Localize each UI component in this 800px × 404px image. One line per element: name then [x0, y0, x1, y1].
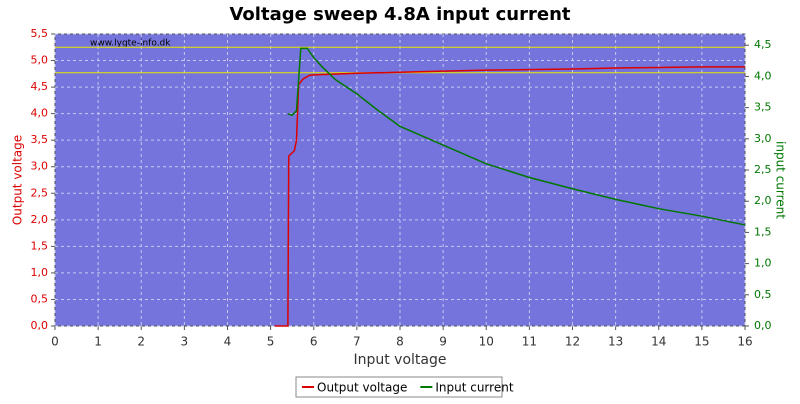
x-tick-label: 2	[137, 335, 145, 349]
y2-tick-label: 2,0	[754, 194, 772, 207]
x-tick-label: 3	[181, 335, 189, 349]
y2-tick-label: 1,0	[754, 257, 772, 270]
y2-tick-label: 0,5	[754, 288, 772, 301]
y2-tick-label: 2,5	[754, 163, 772, 176]
y-tick-label: 5,5	[31, 27, 49, 40]
y2-tick-label: 0,0	[754, 319, 772, 332]
y-tick-label: 1,0	[31, 266, 49, 279]
x-tick-label: 7	[353, 335, 361, 349]
x-tick-label: 11	[522, 335, 537, 349]
x-tick-label: 6	[310, 335, 318, 349]
series-line	[287, 47, 746, 226]
x-tick-label: 13	[608, 335, 623, 349]
y-tick-label: 1,5	[31, 239, 49, 252]
y2-tick-label: 4,5	[754, 38, 772, 51]
series-line	[274, 66, 745, 327]
x-tick-label: 8	[396, 335, 404, 349]
x-axis-label: Input voltage	[353, 352, 446, 368]
x-tick-label: 16	[737, 335, 752, 349]
legend-label: Input current	[435, 381, 513, 395]
x-tick-label: 1	[94, 335, 102, 349]
x-tick-label: 15	[694, 335, 709, 349]
y-tick-label: 2,5	[31, 186, 49, 199]
x-tick-label: 0	[51, 335, 59, 349]
watermark: www.lygte-info.dk	[90, 39, 171, 49]
y-tick-label: 5,0	[31, 54, 49, 67]
x-tick-label: 12	[565, 335, 580, 349]
chart-title: Voltage sweep 4.8A input current	[229, 4, 570, 25]
y-tick-label: 4,0	[31, 107, 49, 120]
x-tick-label: 9	[439, 335, 447, 349]
y2-axis-label: input current	[774, 141, 788, 219]
y-tick-label: 3,0	[31, 160, 49, 173]
legend	[295, 376, 503, 398]
y2-tick-label: 4,0	[754, 69, 772, 82]
x-tick-label: 14	[651, 335, 666, 349]
y-tick-label: 0,5	[31, 292, 49, 305]
y-tick-label: 0,0	[31, 319, 49, 332]
y2-tick-label: 1,5	[754, 225, 772, 238]
x-tick-label: 5	[267, 335, 275, 349]
y2-tick-label: 3,0	[754, 132, 772, 145]
x-tick-label: 4	[224, 335, 232, 349]
y2-tick-label: 3,5	[754, 101, 772, 114]
legend-label: Output voltage	[317, 381, 407, 395]
x-tick-label: 10	[479, 335, 494, 349]
y-tick-label: 4,5	[31, 80, 49, 93]
y-tick-label: 3,5	[31, 133, 49, 146]
y-tick-label: 2,0	[31, 213, 49, 226]
y-axis-label: Output voltage	[11, 135, 25, 225]
